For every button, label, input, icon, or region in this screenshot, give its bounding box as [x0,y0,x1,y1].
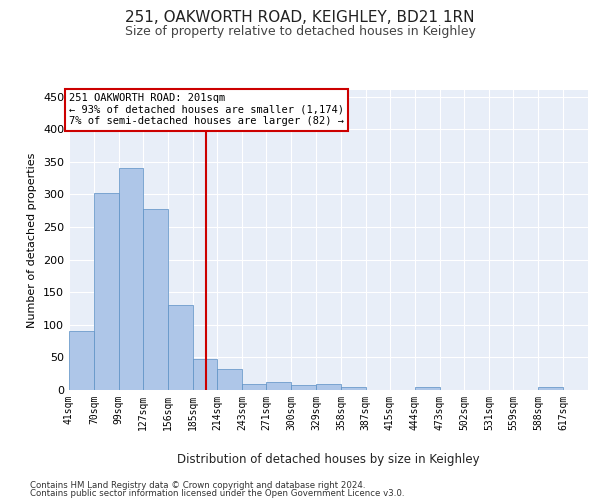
Text: 251 OAKWORTH ROAD: 201sqm
← 93% of detached houses are smaller (1,174)
7% of sem: 251 OAKWORTH ROAD: 201sqm ← 93% of detac… [69,94,344,126]
Bar [119,168,143,390]
Bar [242,384,266,390]
Bar [167,304,193,390]
Bar [266,382,291,390]
Bar [415,388,440,390]
Bar [193,360,217,390]
Text: Distribution of detached houses by size in Keighley: Distribution of detached houses by size … [178,452,480,466]
Bar [538,386,563,390]
Bar [316,384,341,390]
Bar [143,210,167,390]
Text: Contains public sector information licensed under the Open Government Licence v3: Contains public sector information licen… [30,489,404,498]
Bar [217,369,242,390]
Bar [94,193,119,390]
Text: 251, OAKWORTH ROAD, KEIGHLEY, BD21 1RN: 251, OAKWORTH ROAD, KEIGHLEY, BD21 1RN [125,10,475,26]
Text: Size of property relative to detached houses in Keighley: Size of property relative to detached ho… [125,25,475,38]
Bar [341,386,366,390]
Bar [69,332,94,390]
Text: Contains HM Land Registry data © Crown copyright and database right 2024.: Contains HM Land Registry data © Crown c… [30,480,365,490]
Bar [291,386,316,390]
Y-axis label: Number of detached properties: Number of detached properties [28,152,37,328]
